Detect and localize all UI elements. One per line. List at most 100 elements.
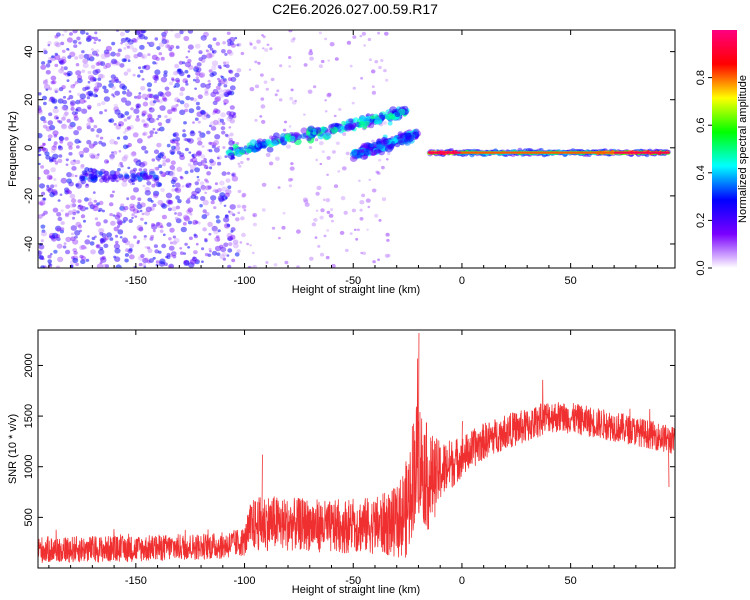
spectrogram-dot	[81, 108, 88, 114]
spectrogram-dot	[140, 30, 147, 34]
spectrogram-dot	[103, 175, 108, 179]
spectrogram-dot	[72, 257, 79, 264]
spectrogram-dot	[226, 171, 231, 175]
spectrogram-dot	[43, 210, 48, 215]
spectrogram-dot	[172, 255, 177, 259]
spectrogram-dot	[215, 215, 220, 219]
spectrogram-dot	[172, 168, 176, 172]
spectrogram-dot	[223, 64, 227, 67]
spectrogram-dot	[176, 79, 181, 84]
spectrogram-dot	[38, 108, 43, 113]
spectrogram-dot	[236, 249, 241, 254]
spectrogram-dot	[38, 133, 43, 139]
spectrogram-dot	[155, 221, 161, 226]
spectrogram-dot	[117, 229, 124, 235]
spectrogram-dot	[239, 241, 243, 244]
spectrogram-dot	[49, 192, 55, 198]
spectrogram-dot	[158, 42, 165, 48]
spectrogram-dot	[53, 88, 60, 93]
spectrogram-dot	[237, 162, 241, 165]
spectrogram-dot	[168, 245, 175, 251]
spectrogram-dot	[80, 214, 86, 219]
spectrogram-dot	[60, 177, 67, 184]
spectrogram-dot	[158, 99, 164, 104]
spectrogram-dot	[72, 30, 78, 34]
spectrogram-dot	[200, 160, 205, 164]
spectrogram-dot	[263, 80, 268, 84]
spectrogram-dot	[217, 161, 222, 166]
spectrogram-dot	[69, 51, 76, 58]
spectrogram-dot	[227, 264, 232, 268]
spectrogram-dot	[137, 52, 143, 58]
spectrogram-dot	[38, 147, 41, 153]
spectrogram-dot	[308, 146, 313, 149]
spectrogram-dot	[194, 259, 200, 265]
spectrogram-dot	[158, 164, 163, 168]
spectrogram-dot	[331, 263, 336, 268]
spectrogram-dot	[103, 170, 110, 177]
spectrogram-dot	[164, 39, 170, 44]
spectrogram-dot	[72, 39, 78, 44]
spectrogram-dot	[77, 224, 83, 229]
spectrogram-dot	[201, 214, 208, 220]
spectrogram-dot	[283, 120, 288, 124]
spectrogram-dot	[290, 178, 294, 181]
spectrogram-dot	[62, 245, 67, 249]
spectrogram-dot	[259, 115, 263, 118]
spectrogram-dot	[169, 52, 175, 57]
spectrogram-dot	[88, 173, 95, 180]
spectrogram-dot	[118, 121, 124, 127]
spectrogram-dot	[98, 170, 104, 176]
spectrogram-dot	[194, 259, 199, 263]
spectrogram-dot	[70, 173, 75, 178]
spectrogram-dot	[149, 237, 154, 241]
spectrogram-dot	[205, 91, 208, 94]
spectrogram-dot	[160, 187, 165, 193]
spectrogram-dot	[280, 136, 286, 141]
spectrogram-dot	[113, 122, 117, 126]
spectrogram-dot	[103, 219, 108, 224]
spectrogram-dot	[101, 142, 107, 147]
spectrogram-dot	[125, 37, 131, 43]
spectrogram-dot	[349, 155, 358, 162]
spectrogram-dot	[143, 235, 147, 238]
spectrogram-dot	[208, 141, 212, 145]
spectrogram-dot	[217, 145, 220, 149]
spectrogram-dot	[141, 111, 147, 116]
spectrogram-dot	[147, 53, 151, 57]
spectrogram-dot	[170, 179, 176, 185]
spectrogram-dot	[168, 263, 175, 268]
spectrogram-dot	[58, 68, 65, 74]
spectrogram-dot	[329, 42, 335, 47]
spectrogram-dot	[87, 74, 95, 81]
spectrogram-dot	[96, 82, 103, 88]
x-tick-label: -50	[345, 575, 361, 587]
spectrogram-dot	[153, 244, 158, 249]
spectrogram-dot	[359, 200, 365, 205]
spectrogram-dot	[275, 156, 280, 161]
spectrogram-dot	[97, 102, 102, 107]
spectrogram-dot	[87, 106, 92, 110]
spectrogram-dot	[120, 164, 124, 168]
spectrogram-dot	[117, 48, 122, 53]
spectrogram-dot	[103, 177, 108, 181]
spectrogram-dot	[96, 81, 99, 85]
spectrogram-dot	[347, 123, 354, 128]
spectrogram-dot	[371, 90, 377, 95]
spectrogram-dot	[348, 118, 354, 123]
spectrogram-dot	[326, 229, 330, 232]
spectrogram-dot	[204, 88, 209, 93]
spectrogram-dot	[142, 257, 149, 264]
spectrogram-dot	[363, 120, 370, 126]
spectrogram-dot	[197, 137, 202, 142]
spectrogram-dot	[123, 240, 127, 244]
spectrogram-dot	[256, 39, 261, 44]
spectrogram-dot	[201, 260, 204, 264]
x-tick-label: 50	[565, 275, 577, 287]
spectrogram-dot	[149, 41, 155, 46]
spectrogram-dot	[213, 108, 219, 113]
spectrogram-dot	[229, 118, 235, 124]
spectrogram-dot	[203, 164, 209, 170]
spectrogram-dot	[219, 202, 223, 205]
spectrogram-dot	[201, 162, 205, 166]
